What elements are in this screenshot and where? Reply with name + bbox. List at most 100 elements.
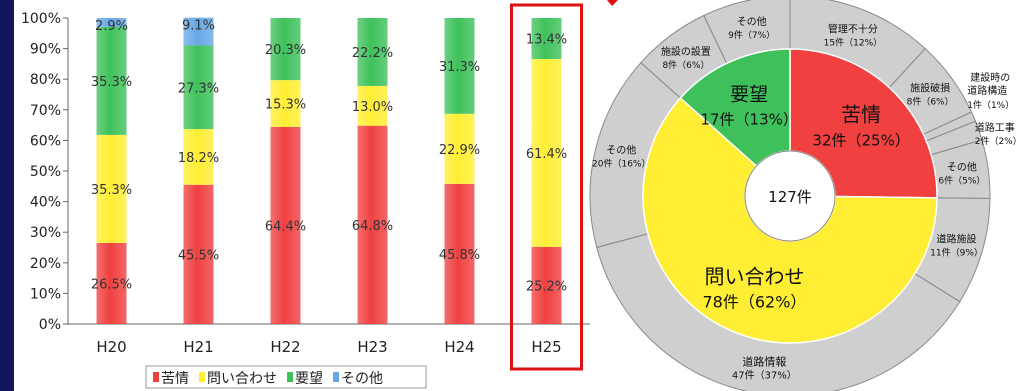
outer-value-1: 8件（6%） (907, 96, 954, 108)
data-label-complaint-H25: 25.2% (526, 279, 567, 294)
legend-label-complaint: 苦情 (161, 371, 189, 387)
bar-request-H24 (444, 18, 475, 114)
x-tick-label: H23 (357, 338, 387, 356)
arrow-marker (607, 0, 618, 6)
bar-request-H20 (96, 26, 127, 135)
inner-value-inquiry: 78件（62%） (702, 292, 806, 311)
bar-complaint-H20 (96, 242, 127, 324)
outer-value-6: 47件（37%） (732, 370, 797, 382)
plot-area (68, 18, 590, 324)
outer-name-7: その他 (606, 144, 636, 157)
bar-other-H20 (96, 18, 127, 27)
outer-name-3: 道路工事 (975, 121, 1015, 134)
bar-other-H21 (183, 17, 214, 46)
bar-inquiry-H20 (96, 134, 127, 243)
data-label-request-H25: 13.4% (526, 33, 567, 48)
data-label-other-H21: 9.1% (182, 19, 215, 34)
legend: 苦情 問い合わせ 要望 その他 (145, 365, 427, 389)
bar-inquiry-H21 (183, 129, 214, 185)
legend-label-inquiry: 問い合わせ (207, 371, 277, 387)
data-label-complaint-H20: 26.5% (91, 277, 132, 292)
outer-value-2: 1件（1%） (967, 99, 1014, 111)
stacked-bar-chart: 0% 10% 20% 30% 40% 50% 60% 70% 80% 90% 100% 26.5% 35… (21, 3, 590, 389)
outer-name-4: その他 (947, 160, 977, 173)
data-label-other-H20: 2.9% (95, 19, 128, 34)
outer-value-9: 9件（7%） (728, 29, 775, 41)
outer-name-6: 道路情報 (742, 355, 786, 369)
legend-swatch-other (333, 372, 339, 382)
x-tick-label: H22 (270, 338, 300, 356)
x-tick-label: H24 (444, 338, 474, 356)
bar-complaint-H25 (531, 246, 562, 324)
highlight-frame-H25 (510, 3, 583, 371)
bar-inquiry-H24 (444, 113, 475, 184)
y-tick-label: 90% (30, 42, 61, 58)
data-label-inquiry-H24: 22.9% (439, 143, 480, 158)
bar-request-H22 (270, 18, 301, 81)
bar-complaint-H24 (444, 183, 475, 324)
y-tick-label: 50% (30, 164, 61, 180)
bar-request-H23 (357, 18, 388, 86)
y-tick-label: 70% (30, 103, 61, 119)
inner-value-request: 17件（13%） (700, 111, 797, 129)
data-label-request-H20: 35.3% (91, 75, 132, 90)
data-label-inquiry-H20: 35.3% (91, 183, 132, 198)
x-tick-label: H25 (531, 338, 561, 356)
x-tick-label: H21 (183, 338, 213, 356)
x-tick-label: H20 (96, 338, 126, 356)
outer-name-9: その他 (737, 15, 767, 28)
outer-value-0: 15件（12%） (824, 36, 882, 48)
data-label-inquiry-H23: 13.0% (352, 100, 393, 115)
y-tick-label: 100% (21, 11, 61, 27)
data-label-complaint-H21: 45.5% (178, 248, 219, 263)
data-label-complaint-H24: 45.8% (439, 248, 480, 263)
bar-request-H21 (183, 45, 214, 130)
y-tick-label: 40% (30, 195, 61, 211)
bar-complaint-H21 (183, 184, 214, 324)
legend-label-request: 要望 (295, 371, 323, 387)
data-label-request-H24: 31.3% (439, 60, 480, 75)
outer-name-2: 建設時の (970, 71, 1010, 84)
pie-center (744, 150, 836, 242)
outer-value-3: 2件（2%） (975, 135, 1022, 147)
outer-value-8: 8件（6%） (662, 59, 709, 71)
data-label-request-H21: 27.3% (178, 81, 219, 96)
bar-inquiry-H23 (357, 85, 388, 126)
y-tick-label: 10% (30, 286, 61, 302)
data-label-inquiry-H25: 61.4% (526, 147, 567, 162)
outer-name-0: 管理不十分 (828, 22, 878, 35)
outer-value-4: 6件（5%） (938, 174, 985, 186)
legend-swatch-complaint (153, 372, 159, 382)
inner-name-request: 要望 (730, 84, 768, 106)
data-label-complaint-H23: 64.8% (352, 219, 393, 234)
bar-request-H25 (531, 18, 562, 60)
pie-center-label: 127件 (768, 188, 812, 206)
bar-complaint-H22 (270, 126, 301, 324)
bar-inquiry-H22 (270, 80, 301, 127)
y-tick-label: 0% (39, 317, 61, 333)
y-tick-label: 60% (30, 133, 61, 149)
legend-box (145, 365, 427, 389)
inner-value-complaint: 32件（25%） (812, 132, 909, 150)
legend-swatch-request (287, 372, 293, 382)
data-label-inquiry-H22: 15.3% (265, 98, 306, 113)
data-label-complaint-H22: 64.4% (265, 219, 306, 234)
inner-name-inquiry: 問い合わせ (704, 264, 804, 288)
bar-inquiry-H25 (531, 59, 562, 247)
y-tick-label: 20% (30, 256, 61, 272)
y-tick-label: 30% (30, 225, 61, 241)
outer-value-5: 11件（9%） (930, 247, 983, 259)
legend-label-other: その他 (341, 371, 383, 387)
legend-swatch-inquiry (199, 372, 205, 382)
data-label-request-H23: 22.2% (352, 46, 393, 61)
inner-name-complaint: 苦情 (841, 103, 881, 127)
bar-complaint-H23 (357, 125, 388, 324)
navy-side-bar (0, 0, 14, 391)
outer-name-2-line2: 道路構造 (967, 84, 1007, 97)
outer-name-5: 道路施設 (937, 233, 977, 246)
data-label-inquiry-H21: 18.2% (178, 151, 219, 166)
outer-name-1: 施設破損 (910, 82, 950, 95)
data-label-request-H22: 20.3% (265, 43, 306, 58)
